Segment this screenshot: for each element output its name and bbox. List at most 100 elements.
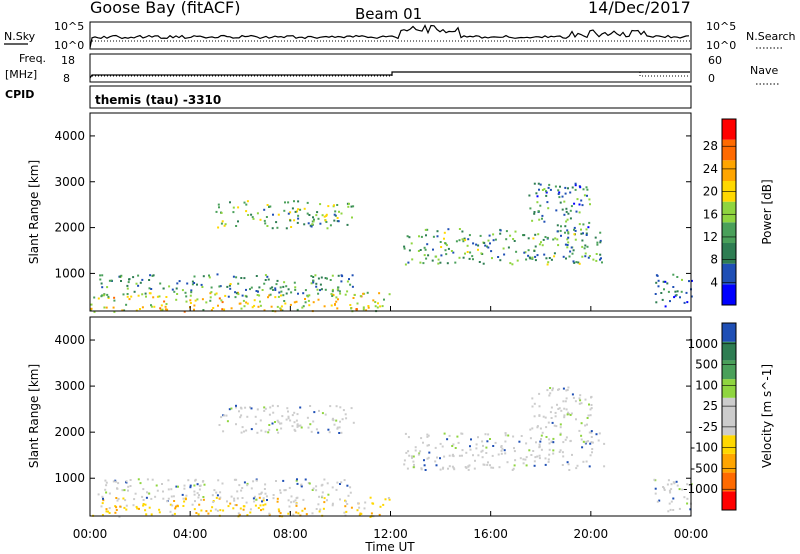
- echo-cell: [306, 212, 309, 215]
- echo-cell: [586, 194, 588, 197]
- echo-cell: [125, 508, 128, 511]
- echo-cell: [554, 185, 557, 188]
- echo-cell: [108, 279, 111, 282]
- echo-cell: [173, 512, 176, 515]
- echo-cell: [289, 419, 292, 422]
- echo-cell: [350, 506, 353, 509]
- echo-cell: [504, 432, 507, 435]
- echo-cell: [321, 412, 324, 415]
- echo-cell: [530, 454, 533, 456]
- echo-cell: [509, 234, 512, 237]
- echo-cell: [340, 212, 343, 215]
- echo-cell: [287, 288, 290, 291]
- echo-cell: [264, 492, 267, 495]
- echo-cell: [569, 439, 572, 442]
- echo-cell: [501, 447, 504, 450]
- echo-cell: [161, 483, 163, 485]
- echo-cell: [596, 241, 599, 244]
- echo-cell: [576, 464, 579, 467]
- echo-cell: [468, 234, 471, 237]
- echo-cell: [185, 300, 188, 303]
- echo-cell: [307, 295, 310, 298]
- echo-cell: [346, 503, 349, 505]
- echo-cell: [279, 307, 282, 310]
- echo-cell: [295, 300, 298, 303]
- echo-cell: [566, 413, 569, 416]
- echo-cell: [446, 438, 449, 441]
- echo-cell: [475, 443, 478, 446]
- echo-cell: [535, 441, 537, 444]
- echo-cell: [448, 465, 451, 468]
- echo-cell: [559, 229, 562, 232]
- echo-cell: [568, 255, 571, 258]
- echo-cell: [151, 478, 154, 481]
- echo-cell: [322, 507, 325, 510]
- echo-cell: [670, 488, 673, 491]
- echo-cell: [268, 424, 271, 426]
- echo-cell: [537, 233, 540, 236]
- echo-cell: [142, 504, 145, 507]
- echo-cell: [548, 453, 551, 456]
- echo-cell: [579, 399, 582, 402]
- echo-cell: [533, 212, 536, 215]
- echo-cell: [129, 485, 132, 487]
- echo-cell: [512, 238, 515, 240]
- echo-cell: [340, 280, 343, 283]
- echo-cell: [356, 509, 359, 512]
- x-tick-label: 08:00: [273, 527, 308, 541]
- echo-cell: [489, 438, 491, 440]
- echo-cell: [156, 295, 159, 298]
- echo-cell: [414, 449, 417, 452]
- echo-cell: [294, 499, 297, 502]
- echo-cell: [458, 228, 461, 230]
- echo-cell: [554, 237, 557, 240]
- echo-cell: [545, 190, 547, 193]
- echo-cell: [404, 432, 407, 435]
- echo-cell: [533, 250, 536, 252]
- echo-cell: [461, 432, 464, 435]
- echo-cell: [257, 290, 259, 293]
- echo-cell: [285, 285, 288, 288]
- echo-cell: [440, 254, 443, 257]
- echo-cell: [563, 200, 566, 203]
- echo-cell: [572, 249, 575, 252]
- echo-cell: [585, 228, 588, 231]
- echo-cell: [587, 256, 590, 259]
- echo-cell: [552, 452, 555, 455]
- echo-cell: [306, 416, 309, 419]
- echo-cell: [263, 282, 266, 285]
- echo-cell: [317, 217, 320, 220]
- echo-cell: [541, 189, 544, 191]
- echo-cell: [424, 469, 427, 471]
- echo-cell: [464, 252, 466, 255]
- echo-cell: [667, 290, 670, 293]
- echo-cell: [419, 450, 422, 453]
- echo-cell: [191, 503, 194, 506]
- echo-cell: [418, 452, 421, 455]
- echo-cell: [253, 304, 256, 307]
- echo-cell: [126, 293, 129, 295]
- echo-cell: [599, 231, 602, 234]
- echo-cell: [319, 289, 321, 292]
- echo-cell: [463, 237, 466, 240]
- echo-cell: [338, 210, 340, 213]
- echo-cell: [447, 247, 450, 250]
- echo-cell: [489, 242, 491, 245]
- echo-cell: [101, 502, 104, 505]
- echo-cell: [567, 231, 570, 234]
- echo-cell: [304, 289, 307, 292]
- echo-cell: [561, 195, 564, 198]
- echo-cell: [663, 487, 666, 490]
- echo-cell: [356, 302, 359, 305]
- echo-cell: [588, 403, 590, 406]
- echo-cell: [585, 186, 588, 189]
- echo-cell: [589, 414, 592, 417]
- echo-cell: [331, 290, 334, 293]
- echo-cell: [230, 495, 233, 498]
- echo-cell: [548, 442, 551, 445]
- echo-cell: [422, 441, 424, 444]
- echo-cell: [483, 242, 486, 244]
- echo-cell: [596, 243, 599, 246]
- echo-cell: [349, 486, 352, 489]
- echo-cell: [185, 295, 188, 298]
